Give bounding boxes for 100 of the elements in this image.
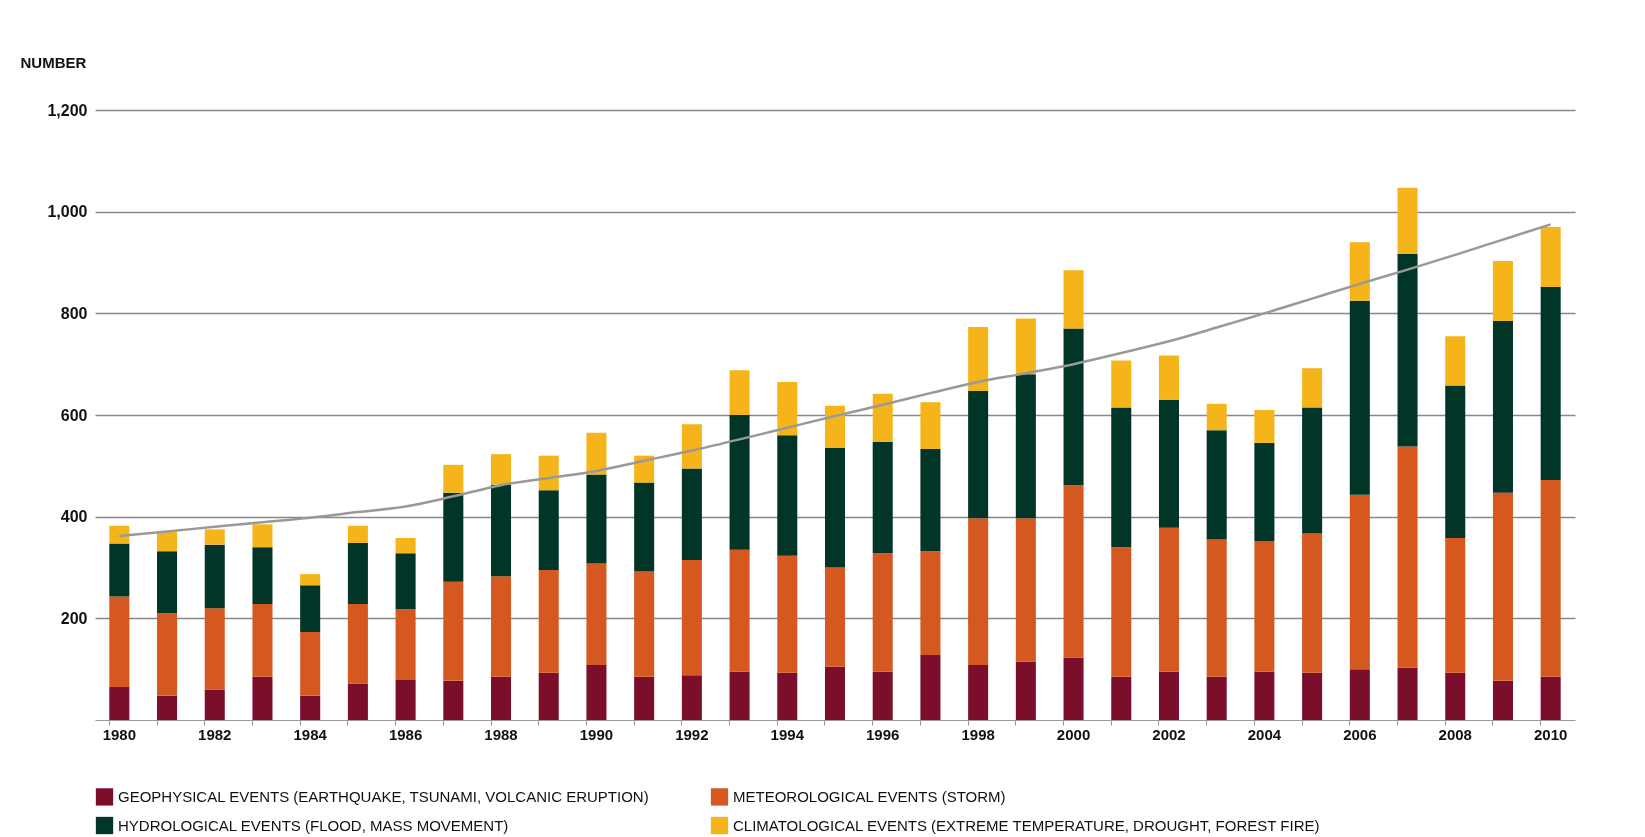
bar [586,563,607,666]
bar [824,567,846,667]
bar [204,689,225,720]
bar [109,686,130,720]
bar [1302,672,1323,720]
bar [443,581,464,681]
bar [1302,368,1323,408]
bar [586,474,607,564]
bar [1111,407,1132,548]
bar [920,402,941,450]
bar [395,553,416,610]
bar [681,559,702,676]
bar [157,695,178,720]
bar [395,679,416,720]
bar [920,449,941,552]
legend-label: METEOROLOGICAL EVENTS (STORM) [733,787,1006,805]
bar [1540,480,1561,677]
bar [729,671,750,720]
bar [157,613,178,696]
bar [1158,355,1179,400]
x-tick-label: 1982 [198,725,232,743]
bar [1349,494,1370,670]
x-tick-label: 2002 [1152,725,1186,743]
bar [1015,318,1036,375]
bar [538,570,559,673]
bar [300,585,321,633]
bar [1063,485,1084,658]
bar [300,632,321,696]
bar [1349,669,1370,720]
bar [204,529,225,545]
bar [777,672,798,720]
bar [204,544,225,609]
bar [443,464,464,493]
bar [1540,676,1561,720]
legend-label: HYDROLOGICAL EVENTS (FLOOD, MASS MOVEMENT) [118,816,509,834]
bar [491,676,512,720]
bar [491,454,512,485]
bar [634,455,655,483]
line-series [118,223,1552,538]
bar [1349,300,1370,495]
bar [1445,385,1466,539]
bar [824,666,846,720]
y-axis-title: NUMBER [20,53,87,71]
x-tick-label: 1988 [484,725,518,743]
bar [729,415,750,550]
bar [1158,527,1179,672]
bar [1302,407,1323,534]
bar [1206,676,1227,720]
bar [109,543,130,597]
bar [777,555,798,673]
bar [872,671,893,720]
y-tick-label: 200 [60,609,88,627]
bar [1445,336,1466,386]
x-tick-label: 1986 [388,725,423,743]
bar [586,665,607,720]
y-tick-label: 600 [60,406,88,424]
bar [1206,539,1227,677]
legend-label: CLIMATOLOGICAL EVENTS (EXTREME TEMPERATURE, DROUGHT, FOREST FIRE) [733,816,1320,834]
bar [1206,403,1227,431]
x-tick-label: 2006 [1343,725,1377,743]
bar [777,381,798,436]
bar [872,393,893,442]
bar [1254,541,1275,672]
y-tick-label: 1,200 [47,101,88,119]
bar [1015,518,1036,662]
bar [491,484,512,577]
bar [634,571,655,677]
bar [777,435,798,556]
bar [1158,399,1179,528]
bar [538,672,559,720]
bar [586,432,607,475]
bar [395,538,416,554]
legend-label: GEOPHYSICAL EVENTS (EARTHQUAKE, TSUNAMI, VOLCANIC ERUPTION) [118,787,649,805]
bar [157,551,178,614]
bar [729,370,750,415]
bar [204,608,225,690]
bar [1063,328,1084,486]
bar [1540,286,1561,481]
bar [1492,680,1513,720]
bar [872,553,893,672]
bar [252,676,273,720]
bar [1158,671,1179,720]
x-tick-label: 2008 [1438,725,1472,743]
x-tick-label: 1984 [293,725,328,743]
bar [1492,320,1513,493]
bar [157,531,178,552]
x-tick-label: 1994 [770,725,805,743]
bar [634,482,655,572]
bar [538,455,559,491]
bar [491,576,512,677]
x-tick-label: 1992 [675,725,709,743]
bar [634,676,655,720]
bar [1445,538,1466,673]
bar [1397,446,1418,668]
bar [1206,430,1227,540]
bar [252,547,273,605]
bar [443,492,464,582]
bar [1397,253,1418,447]
bar [1397,667,1418,720]
bar [1111,547,1132,677]
